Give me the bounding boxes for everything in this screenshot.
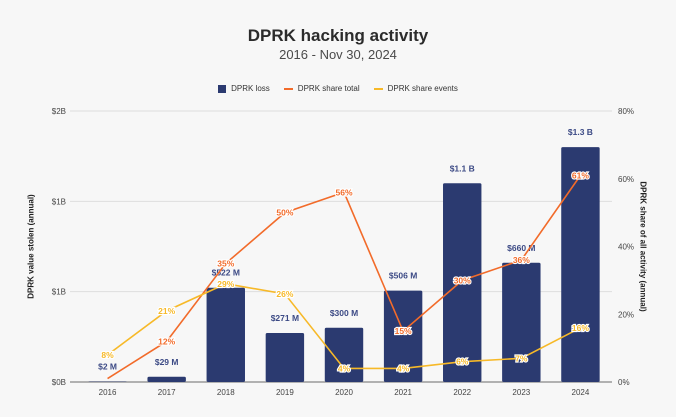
line-data-label: 56% bbox=[335, 187, 352, 197]
bar-data-label: $1.3 B bbox=[568, 127, 593, 137]
x-tick-label: 2018 bbox=[217, 388, 235, 397]
bar-dprk-loss bbox=[383, 290, 423, 382]
x-tick-label: 2024 bbox=[572, 388, 590, 397]
y2-tick-label: 40% bbox=[618, 243, 634, 252]
y2-tick-label: 80% bbox=[618, 107, 634, 116]
legend-swatch-dprk-share-total bbox=[283, 87, 293, 90]
y-tick-label: $1B bbox=[52, 288, 66, 297]
legend-label-dprk-share-events: DPRK share events bbox=[387, 84, 458, 93]
bar-dprk-loss bbox=[561, 147, 600, 382]
x-tick-label: 2020 bbox=[335, 388, 353, 397]
line-data-label: 7% bbox=[515, 353, 528, 363]
legend: DPRK loss DPRK share total DPRK share ev… bbox=[0, 84, 676, 93]
line-data-label: 8% bbox=[101, 350, 114, 360]
legend-item-dprk-loss[interactable]: DPRK loss bbox=[218, 84, 270, 93]
line-data-label: 29% bbox=[217, 279, 234, 289]
y-tick-label: $0B bbox=[52, 378, 66, 387]
bar-dprk-loss bbox=[147, 376, 186, 382]
bar-data-label: $271 M bbox=[271, 313, 299, 323]
line-data-label: 21% bbox=[158, 306, 175, 316]
x-tick-label: 2019 bbox=[276, 388, 294, 397]
line-data-label: 50% bbox=[276, 208, 293, 218]
line-data-label: 4% bbox=[338, 363, 351, 373]
bar-data-label: $2 M bbox=[98, 362, 117, 372]
bar-data-label: $506 M bbox=[389, 271, 417, 281]
line-data-label: 36% bbox=[513, 255, 530, 265]
bar-dprk-loss bbox=[324, 327, 364, 382]
x-tick-label: 2023 bbox=[512, 388, 530, 397]
y-tick-label: $2B bbox=[52, 107, 66, 116]
legend-swatch-dprk-share-events bbox=[373, 87, 383, 90]
line-data-label: 35% bbox=[217, 258, 234, 268]
y-tick-label: $1B bbox=[52, 197, 66, 206]
line-data-label: 12% bbox=[158, 336, 175, 346]
legend-label-dprk-share-total: DPRK share total bbox=[297, 84, 360, 93]
y2-tick-label: 0% bbox=[618, 378, 630, 387]
line-data-label: 15% bbox=[395, 326, 412, 336]
bar-dprk-loss bbox=[443, 183, 482, 382]
legend-label-dprk-loss: DPRK loss bbox=[231, 84, 270, 93]
bar-data-label: $660 M bbox=[507, 243, 535, 253]
bar-dprk-loss bbox=[206, 287, 245, 382]
x-tick-label: 2021 bbox=[394, 388, 412, 397]
bar-dprk-loss bbox=[502, 262, 541, 382]
x-tick-label: 2016 bbox=[99, 388, 117, 397]
x-tick-label: 2017 bbox=[158, 388, 176, 397]
bar-data-label: $522 M bbox=[212, 268, 240, 278]
chart-title: DPRK hacking activity bbox=[247, 26, 429, 45]
bar-data-label: $1.1 B bbox=[450, 163, 475, 173]
bar-data-label: $29 M bbox=[155, 357, 179, 367]
line-data-label: 26% bbox=[276, 289, 293, 299]
bar-data-label: $300 M bbox=[330, 308, 358, 318]
x-tick-label: 2022 bbox=[453, 388, 471, 397]
y2-tick-label: 60% bbox=[618, 175, 634, 184]
legend-swatch-dprk-loss bbox=[218, 84, 227, 93]
y2-tick-label: 20% bbox=[618, 310, 634, 319]
line-data-label: 16% bbox=[572, 323, 589, 333]
chart-subtitle: 2016 - Nov 30, 2024 bbox=[279, 47, 397, 62]
line-data-label: 6% bbox=[456, 357, 469, 367]
line-data-label: 30% bbox=[454, 275, 471, 285]
legend-item-dprk-share-events[interactable]: DPRK share events bbox=[373, 84, 458, 93]
legend-item-dprk-share-total[interactable]: DPRK share total bbox=[283, 84, 360, 93]
line-data-label: 4% bbox=[397, 363, 410, 373]
line-data-label: 61% bbox=[572, 170, 589, 180]
bar-dprk-loss bbox=[265, 333, 305, 382]
